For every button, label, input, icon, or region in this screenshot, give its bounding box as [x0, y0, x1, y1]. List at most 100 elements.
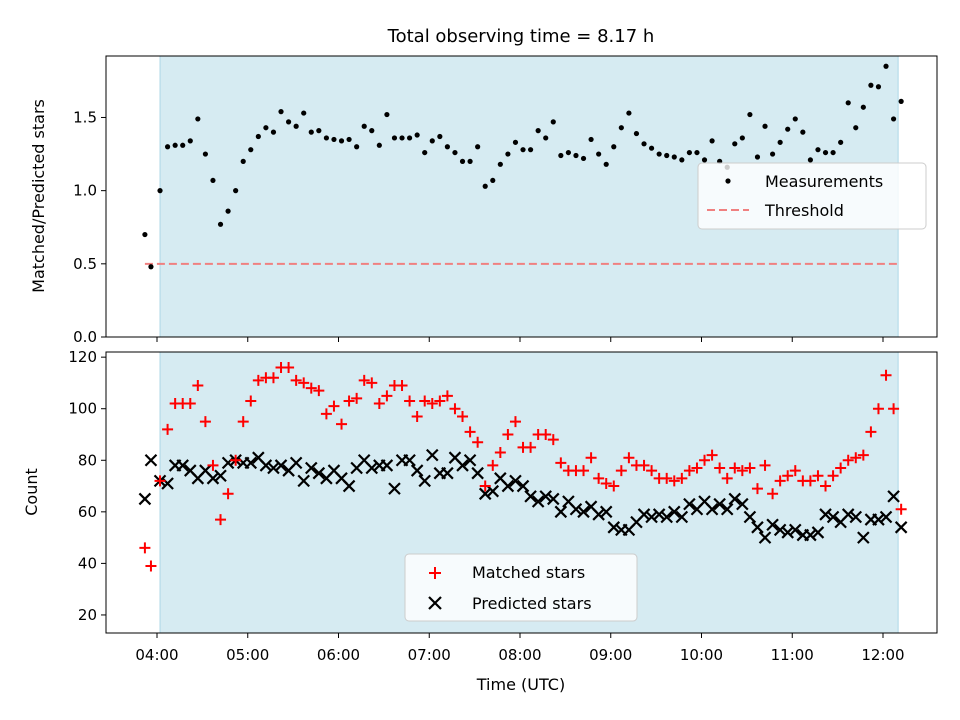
measurement-point	[671, 154, 677, 160]
matched-star-point	[865, 426, 877, 438]
measurement-point	[157, 188, 163, 194]
measurement-point	[278, 109, 284, 115]
matched-star-point	[313, 385, 325, 397]
ratio-y-tick-label: 0.0	[73, 328, 97, 346]
predicted-star-point	[418, 474, 431, 488]
measurement-point	[217, 221, 224, 227]
matched-star-point	[683, 465, 695, 477]
predicted-star-point	[546, 492, 560, 506]
measurement-point	[482, 183, 488, 189]
predicted-star-point	[471, 466, 484, 480]
measurement-point	[792, 116, 798, 122]
measurement-point	[293, 123, 299, 129]
measurement-point	[406, 135, 413, 141]
measurement-point	[308, 129, 314, 135]
predicted-star-point	[274, 459, 288, 472]
matched-star-point	[608, 480, 620, 492]
measurement-point	[263, 125, 269, 131]
measurement-point	[701, 157, 708, 163]
matched-star-point	[411, 410, 423, 422]
matched-star-point	[751, 483, 763, 495]
measurement-point	[860, 104, 866, 110]
predicted-star-point	[138, 492, 152, 506]
predicted-star-point	[259, 459, 273, 472]
measurement-point	[679, 157, 685, 163]
predicted-star-point	[607, 521, 621, 534]
predicted-star-point	[456, 459, 469, 472]
legend-predicted-marker	[428, 596, 442, 610]
matched-star-point	[298, 377, 310, 389]
measurement-point	[732, 141, 738, 147]
matched-star-point	[555, 457, 567, 469]
matched-star-point	[404, 395, 416, 407]
predicted-star-point	[478, 487, 492, 501]
matched-star-point	[600, 477, 612, 489]
predicted-star-point	[554, 505, 568, 519]
matched-star-point	[237, 416, 249, 428]
matched-star-point	[547, 434, 559, 446]
measurement-point	[512, 139, 519, 145]
matched-star-point	[646, 465, 658, 477]
ratio-y-tick-label: 0.5	[73, 255, 97, 273]
measurement-point	[316, 128, 322, 134]
matched-star-point	[736, 465, 748, 477]
legend-measurements-label: Measurements	[765, 172, 883, 191]
x-axis-label: Time (UTC)	[476, 675, 565, 694]
predicted-star-point	[788, 523, 802, 537]
matched-star-point	[464, 426, 476, 438]
predicted-star-point	[705, 502, 719, 516]
measurement-point	[497, 161, 503, 167]
matched-star-point	[850, 452, 862, 464]
measurement-point	[830, 149, 836, 156]
measurement-point	[747, 111, 753, 118]
matched-star-point	[162, 423, 174, 435]
measurement-point	[414, 132, 420, 138]
predicted-star-point	[592, 508, 605, 521]
measurement-point	[565, 149, 572, 156]
predicted-star-point	[380, 459, 394, 472]
matched-star-point	[827, 470, 839, 482]
matched-star-point	[479, 480, 491, 492]
measurement-point	[187, 138, 193, 144]
predicted-star-point	[577, 505, 590, 519]
matched-star-point	[230, 454, 242, 466]
count-x-tick-label: 11:00	[771, 646, 814, 664]
measurement-point	[376, 142, 382, 148]
ratio-y-label: Matched/Predicted stars	[29, 99, 48, 293]
measurement-point	[391, 135, 398, 141]
matched-star-point	[759, 459, 771, 471]
predicted-star-point	[312, 466, 326, 480]
predicted-star-point	[894, 521, 908, 534]
measurement-point	[853, 125, 859, 131]
matched-star-point	[457, 410, 469, 422]
matched-star-point	[381, 390, 393, 402]
measurement-point	[807, 157, 814, 163]
count-y-tick-label: 120	[68, 348, 97, 366]
matched-star-point	[434, 395, 446, 407]
predicted-star-point	[516, 479, 530, 493]
matched-star-point	[744, 462, 756, 474]
predicted-star-point	[365, 461, 379, 475]
predicted-star-point	[221, 456, 235, 470]
predicted-star-point	[879, 510, 893, 524]
predicted-star-point	[652, 508, 666, 521]
matched-star-point	[661, 472, 673, 484]
predicted-star-point	[486, 484, 500, 498]
measurement-point	[444, 144, 450, 150]
matched-star-point	[351, 392, 363, 404]
matched-star-point	[774, 475, 786, 487]
count-x-tick-label: 10:00	[680, 646, 723, 664]
measurement-point	[459, 158, 466, 164]
predicted-star-point	[872, 513, 885, 526]
predicted-star-point	[342, 479, 356, 493]
matched-star-point	[888, 403, 900, 415]
measurement-point	[399, 135, 405, 141]
measurement-point	[664, 152, 670, 159]
measurement-point	[172, 142, 178, 148]
measurement-point	[195, 116, 201, 122]
matched-star-point	[767, 488, 779, 500]
measurement-point	[883, 63, 889, 69]
count-y-axis: 20 40 60 80 100 120	[68, 348, 106, 624]
predicted-star-point	[743, 510, 757, 524]
